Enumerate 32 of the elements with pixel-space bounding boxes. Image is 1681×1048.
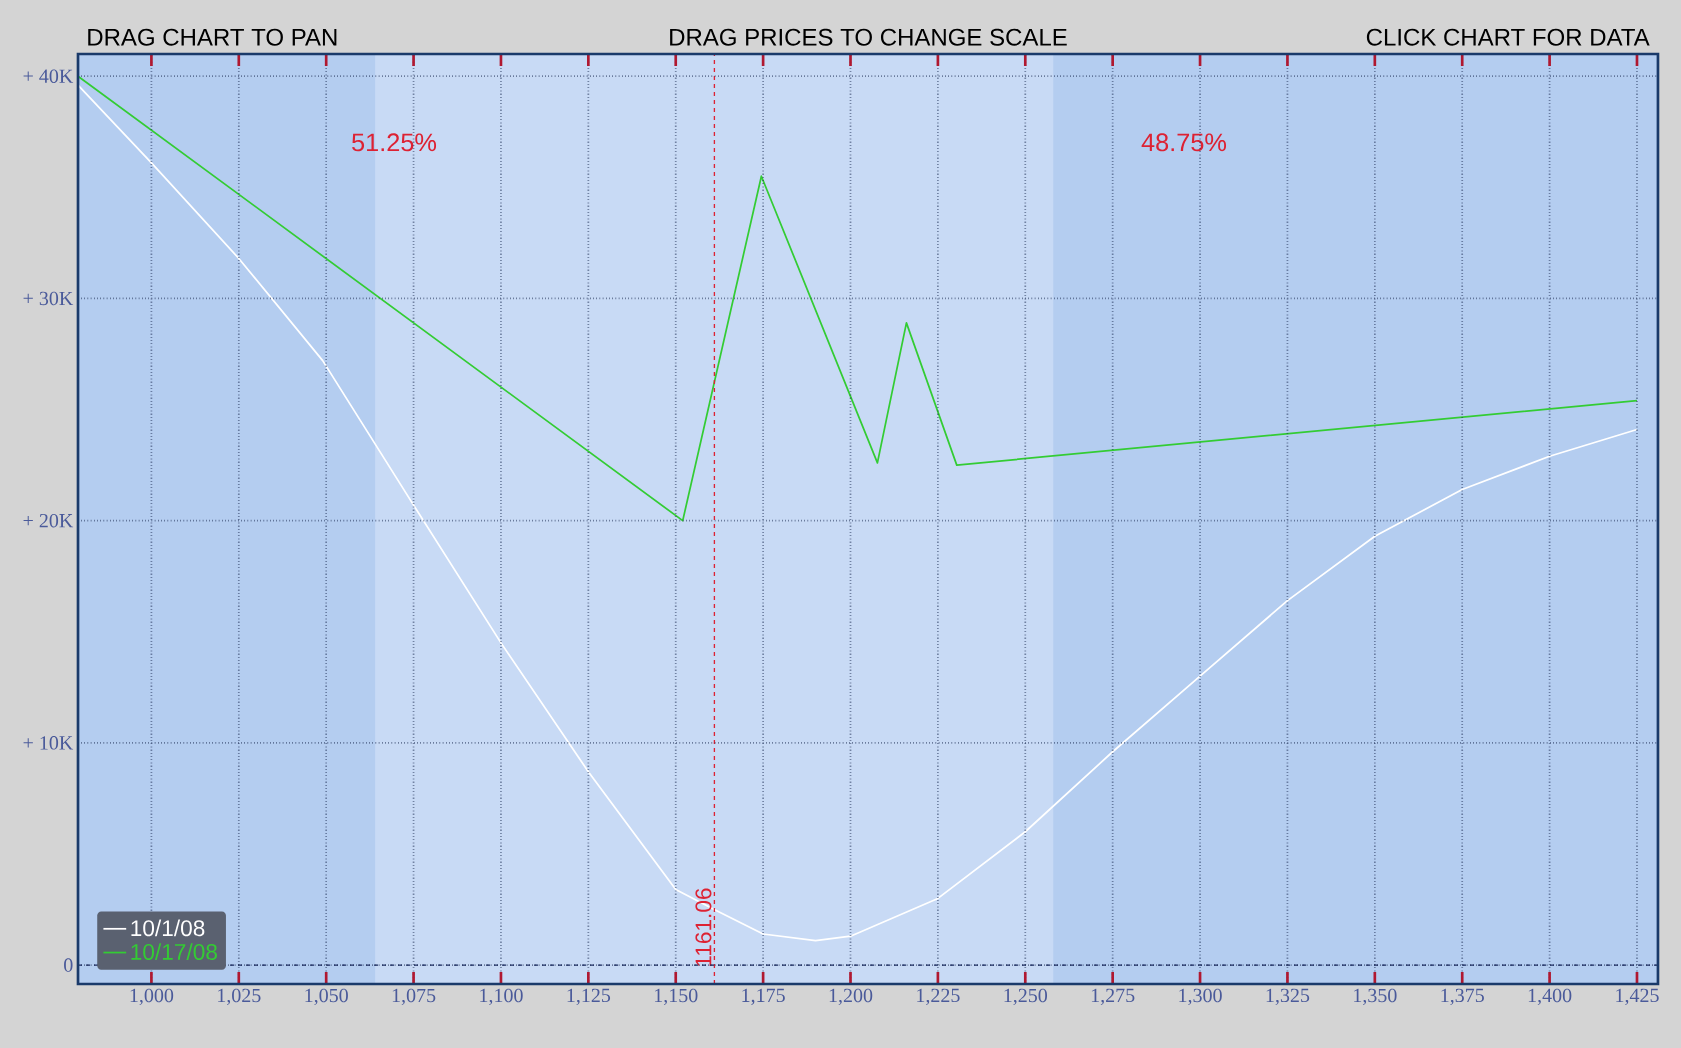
x-tick-label: 1,075: [392, 988, 436, 1006]
x-tick-label: 1,150: [654, 988, 698, 1006]
x-tick-label: 1,025: [218, 988, 261, 1006]
y-tick-label: 0: [64, 958, 73, 972]
line-series: [77, 75, 1638, 522]
text: DRAG PRICES TO CHANGE SCALE: [670, 28, 1067, 46]
x-tick-label: 1,250: [1004, 988, 1048, 1006]
x-tick-label: 1,300: [1179, 988, 1222, 1006]
x-tick-label: 1,225: [917, 988, 960, 1006]
annotation: 51.25%: [352, 133, 437, 152]
x-tick-label: 1,000: [130, 988, 174, 1006]
x-tick-label: 1,200: [829, 988, 873, 1006]
x-tick-label: 1,375: [1441, 988, 1484, 1006]
legend-label: 10/1/08: [131, 919, 205, 937]
y-tick-label: + 40K: [23, 69, 74, 83]
x-tick-label: 1,175: [742, 988, 785, 1005]
x-tick-label: 1,325: [1266, 988, 1310, 1006]
y-tick-label: + 10K: [23, 736, 74, 750]
ref-line-label: 1161.06: [695, 888, 712, 966]
text: DRAG CHART TO PAN: [88, 28, 337, 46]
x-tick-label: 1,350: [1354, 988, 1397, 1006]
x-tick-label: 1,400: [1528, 988, 1572, 1006]
legend-label: 10/17/08: [131, 943, 217, 960]
x-tick-label: 1,050: [305, 988, 348, 1006]
y-tick-label: + 30K: [23, 291, 74, 306]
x-tick-label: 1,425: [1616, 988, 1659, 1006]
annotation: 48.75%: [1141, 133, 1227, 152]
x-tick-label: 1,275: [1091, 988, 1135, 1006]
x-tick-label: 1,125: [567, 988, 611, 1006]
text: CLICK CHART FOR DATA: [1366, 28, 1650, 46]
x-tick-label: 1,100: [480, 988, 523, 1006]
y-tick-label: + 20K: [23, 513, 74, 528]
